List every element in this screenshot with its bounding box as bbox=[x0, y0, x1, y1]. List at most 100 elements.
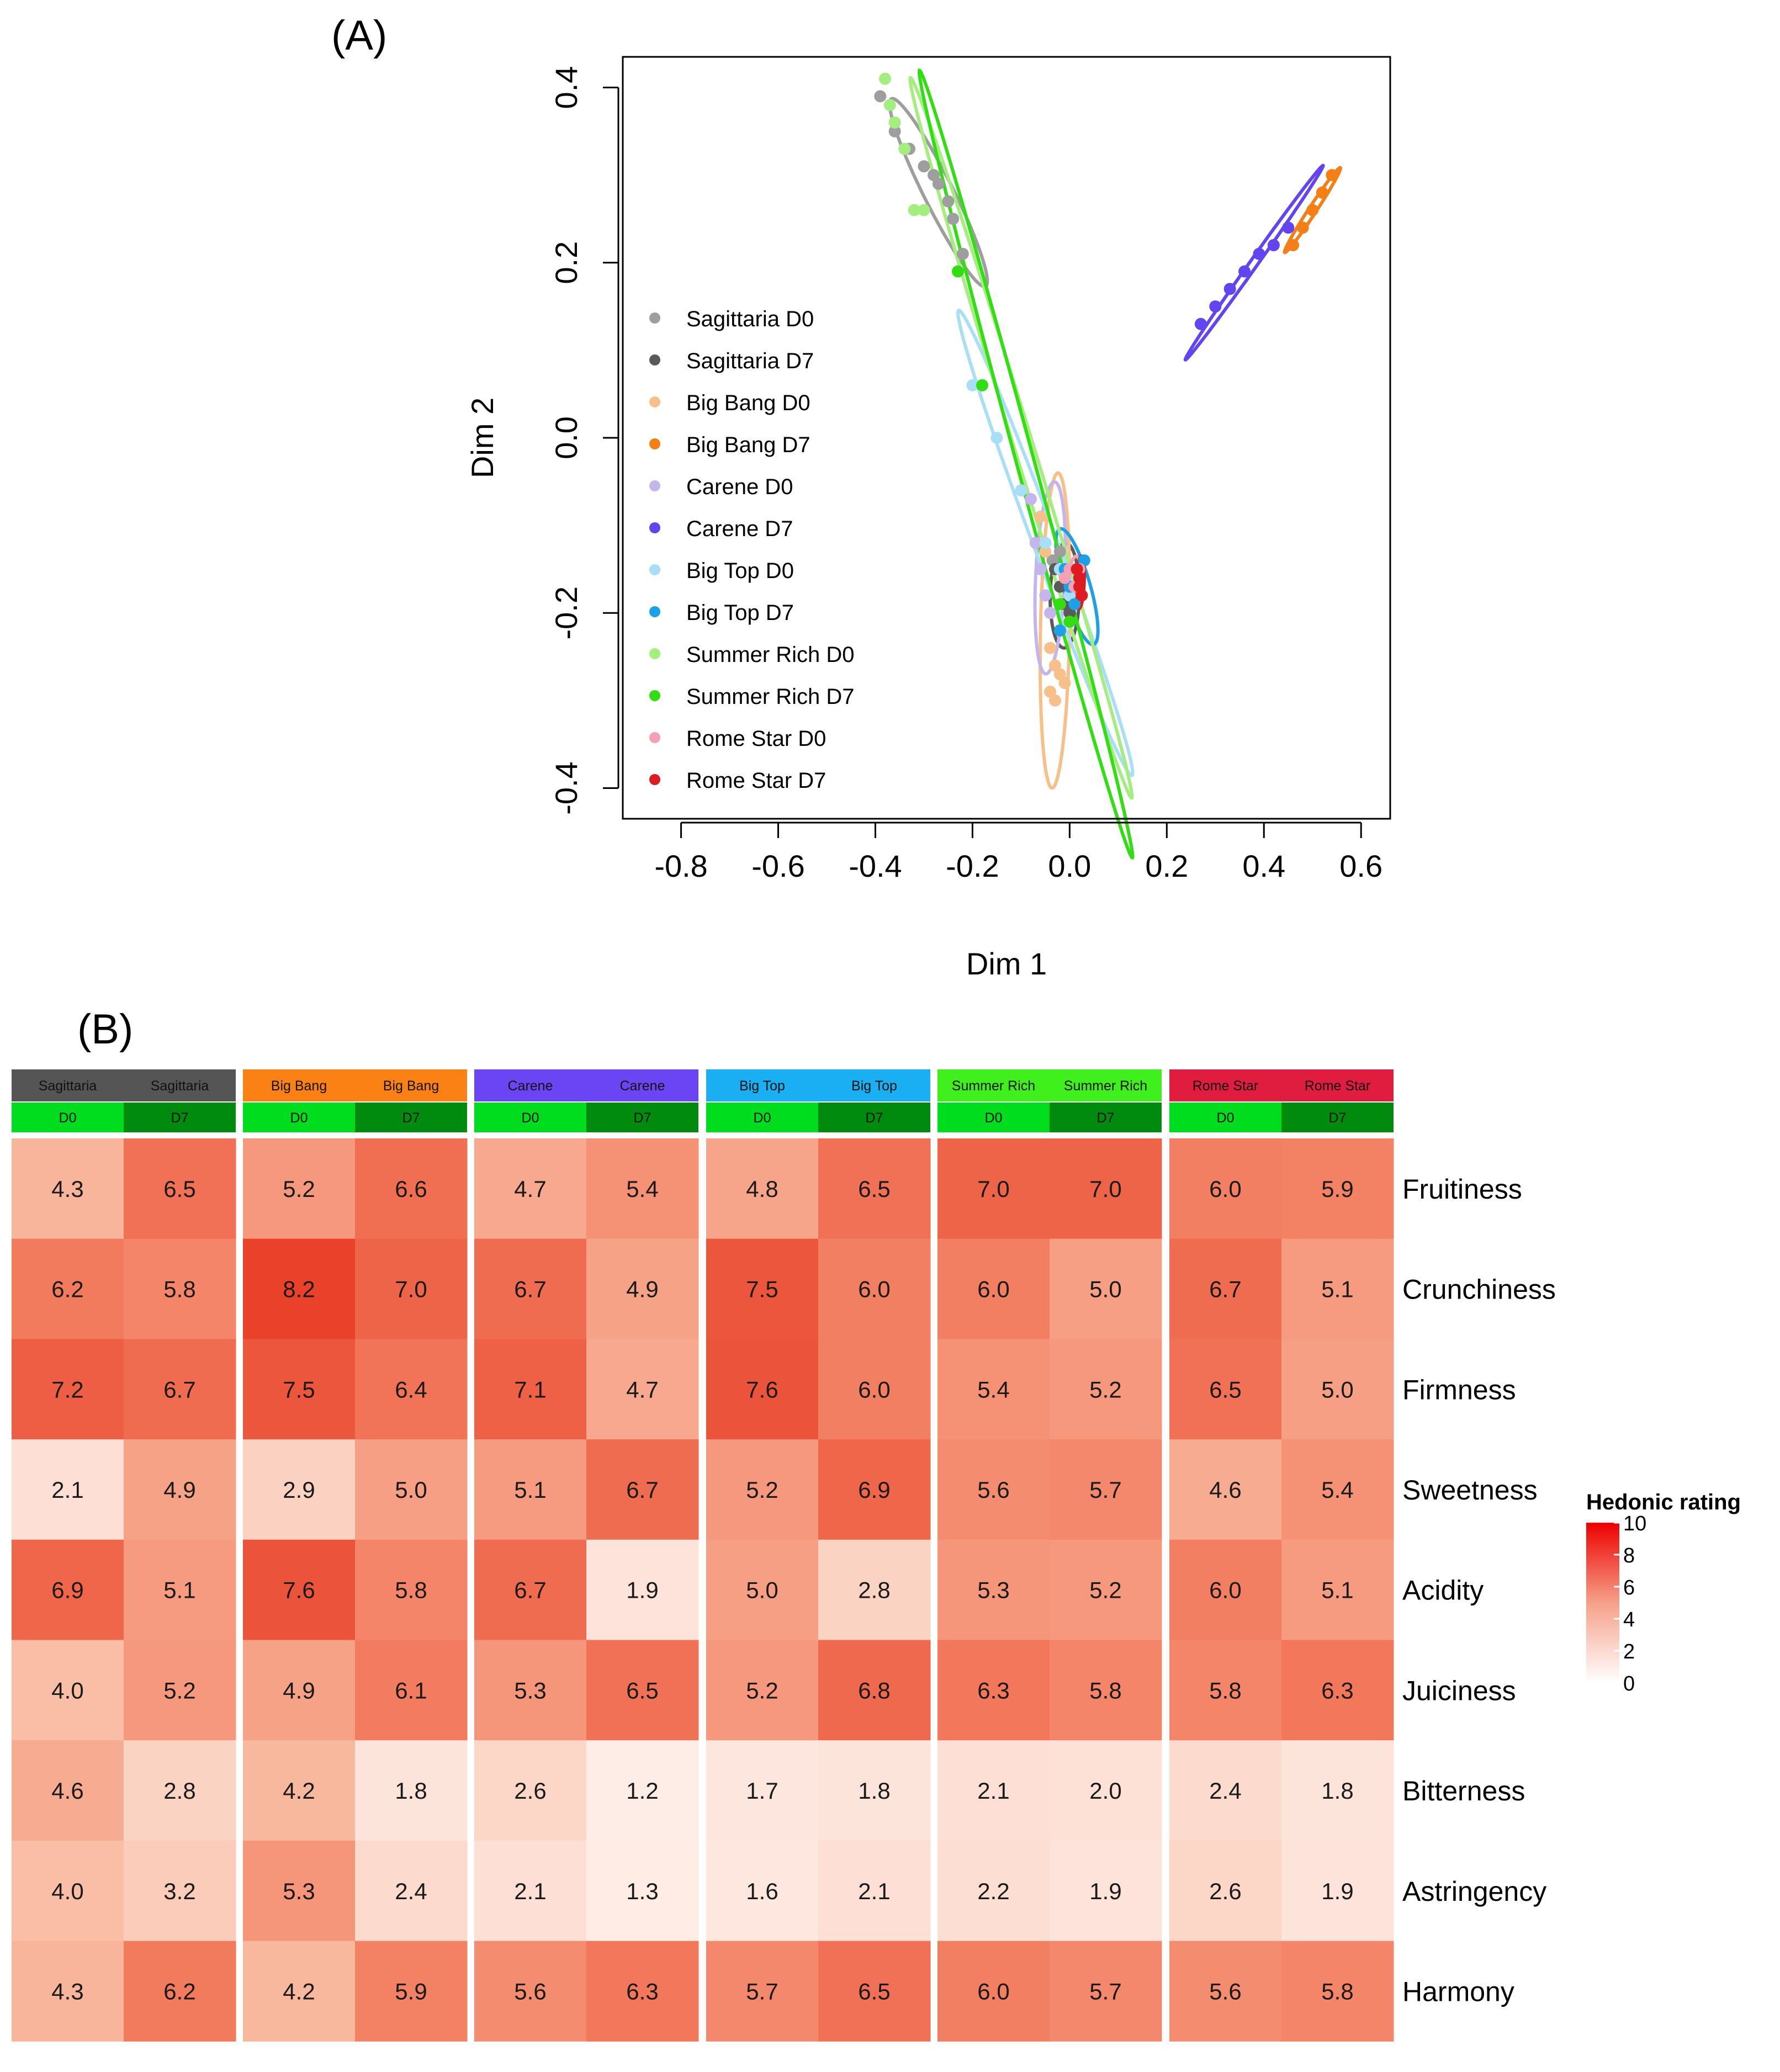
heat-cell-3-6 bbox=[706, 1439, 819, 1540]
point-layer bbox=[874, 72, 1338, 707]
heat-value-4-4: 6.7 bbox=[514, 1577, 546, 1603]
heatmap: Sagittaria D0 Sagittaria D7 Big Bang D0 Big Ba… bbox=[12, 1069, 1556, 2042]
point-0-5 bbox=[932, 178, 945, 190]
heat-value-1-9: 5.0 bbox=[1089, 1276, 1121, 1302]
col-day-bar-7 bbox=[818, 1103, 930, 1132]
col-variety-bar-0 bbox=[12, 1069, 124, 1101]
col-day-bar-6 bbox=[706, 1103, 818, 1132]
colorbar-gradient bbox=[1586, 1523, 1619, 1683]
legend-label-8: Summer Rich D0 bbox=[686, 643, 855, 667]
point-8-0 bbox=[879, 72, 892, 85]
heat-cell-3-0 bbox=[12, 1439, 124, 1540]
heat-value-3-4: 5.1 bbox=[514, 1477, 546, 1503]
col-day-bar-3 bbox=[355, 1103, 467, 1132]
heat-value-3-11: 5.4 bbox=[1321, 1477, 1353, 1503]
heat-cell-0-5 bbox=[586, 1138, 699, 1239]
panel-b-label: (B) bbox=[77, 1006, 133, 1053]
point-11-2 bbox=[1076, 589, 1088, 602]
heat-cell-7-2 bbox=[243, 1840, 356, 1942]
point-5-5 bbox=[1267, 239, 1280, 252]
heat-cell-6-5 bbox=[586, 1740, 699, 1841]
point-6-3 bbox=[1039, 537, 1052, 549]
x-tick-label-2: -0.4 bbox=[849, 849, 902, 883]
col-variety-bar-4 bbox=[474, 1069, 586, 1101]
heat-cell-4-1 bbox=[124, 1539, 236, 1640]
heat-cell-8-1 bbox=[124, 1941, 236, 2042]
col-day-bar-5 bbox=[586, 1103, 698, 1132]
heat-cell-5-10 bbox=[1169, 1640, 1282, 1741]
point-5-6 bbox=[1282, 221, 1295, 234]
heat-cell-5-0 bbox=[12, 1640, 124, 1741]
heat-cell-5-2 bbox=[243, 1640, 356, 1741]
heat-cell-4-4 bbox=[474, 1539, 587, 1640]
heat-cell-4-5 bbox=[586, 1539, 699, 1640]
col-variety-bar-7 bbox=[818, 1069, 930, 1101]
point-0-3 bbox=[918, 160, 930, 173]
heat-value-0-1: 6.5 bbox=[163, 1176, 195, 1202]
point-5-1 bbox=[1209, 300, 1222, 313]
legend-label-11: Rome Star D7 bbox=[686, 769, 826, 793]
heat-cell-7-11 bbox=[1281, 1840, 1394, 1942]
heat-cell-0-2 bbox=[243, 1138, 356, 1239]
heat-value-1-1: 5.8 bbox=[163, 1276, 195, 1302]
legend-marker-9 bbox=[649, 690, 660, 701]
heat-value-0-3: 6.6 bbox=[395, 1176, 427, 1202]
col-variety-bar-5 bbox=[586, 1069, 698, 1101]
heat-cell-7-8 bbox=[937, 1840, 1050, 1942]
heat-cell-6-0 bbox=[12, 1740, 124, 1841]
row-label-8: Harmony bbox=[1402, 1976, 1514, 2007]
heat-value-5-4: 5.3 bbox=[514, 1677, 546, 1703]
heat-value-1-10: 6.7 bbox=[1209, 1276, 1241, 1302]
heat-value-0-11: 5.9 bbox=[1321, 1176, 1353, 1202]
point-6-1 bbox=[990, 432, 1003, 444]
heat-value-5-9: 5.8 bbox=[1089, 1677, 1121, 1703]
heat-value-3-2: 2.9 bbox=[283, 1477, 315, 1503]
heat-value-8-1: 6.2 bbox=[163, 1978, 195, 2004]
heat-cell-6-6 bbox=[706, 1740, 819, 1841]
heat-cell-0-1 bbox=[124, 1138, 236, 1239]
heat-cell-7-0 bbox=[12, 1840, 124, 1942]
heat-value-5-1: 5.2 bbox=[163, 1677, 195, 1703]
heat-cell-8-11 bbox=[1281, 1941, 1394, 2042]
col-variety-bar-10 bbox=[1169, 1069, 1281, 1101]
heat-cell-2-7 bbox=[818, 1339, 931, 1440]
heat-value-2-6: 7.6 bbox=[746, 1376, 778, 1402]
point-8-2 bbox=[888, 116, 901, 129]
heat-value-4-8: 5.3 bbox=[977, 1577, 1009, 1603]
point-8-1 bbox=[883, 99, 896, 112]
point-5-3 bbox=[1238, 265, 1251, 278]
heat-value-1-6: 7.5 bbox=[746, 1276, 778, 1302]
heat-value-0-4: 4.7 bbox=[514, 1176, 546, 1202]
heat-value-7-11: 1.9 bbox=[1321, 1878, 1353, 1904]
heat-value-8-10: 5.6 bbox=[1209, 1978, 1241, 2004]
heat-value-7-7: 2.1 bbox=[858, 1878, 890, 1904]
col-day-label-7: D7 bbox=[866, 1110, 883, 1126]
heat-value-1-2: 8.2 bbox=[283, 1276, 315, 1302]
x-tick-label-0: -0.8 bbox=[654, 849, 708, 883]
heat-cell-2-1 bbox=[124, 1339, 236, 1440]
legend-marker-0 bbox=[649, 312, 660, 324]
point-0-6 bbox=[942, 195, 955, 208]
heat-value-3-6: 5.2 bbox=[746, 1477, 778, 1503]
panel-b-heatmap: (B) Sagittaria D0 Sagittaria D7 Big Bang D0 Bi… bbox=[12, 1006, 1741, 2042]
colorbar-tick-label-3: 4 bbox=[1623, 1608, 1635, 1631]
heat-cell-1-10 bbox=[1169, 1238, 1282, 1339]
heat-cell-8-2 bbox=[243, 1941, 356, 2042]
col-variety-label-4: Carene bbox=[508, 1078, 553, 1094]
point-4-3 bbox=[1039, 589, 1052, 602]
heat-value-2-4: 7.1 bbox=[514, 1376, 546, 1402]
legend-label-9: Summer Rich D7 bbox=[686, 685, 855, 709]
row-label-7: Astringency bbox=[1402, 1876, 1546, 1907]
point-2-7 bbox=[1058, 677, 1071, 690]
heat-cell-6-10 bbox=[1169, 1740, 1282, 1841]
point-5-4 bbox=[1253, 247, 1265, 260]
heat-value-7-5: 1.3 bbox=[626, 1878, 658, 1904]
heat-value-2-3: 6.4 bbox=[395, 1376, 427, 1402]
col-day-bar-0 bbox=[12, 1103, 124, 1132]
heat-value-2-2: 7.5 bbox=[283, 1376, 315, 1402]
heat-value-2-7: 6.0 bbox=[858, 1376, 890, 1402]
colorbar: Hedonic rating 10 8 6 4 2 0 bbox=[1586, 1490, 1741, 1695]
heat-cell-1-5 bbox=[586, 1238, 699, 1339]
heat-cell-3-7 bbox=[818, 1439, 931, 1540]
heat-cell-0-8 bbox=[937, 1138, 1050, 1239]
